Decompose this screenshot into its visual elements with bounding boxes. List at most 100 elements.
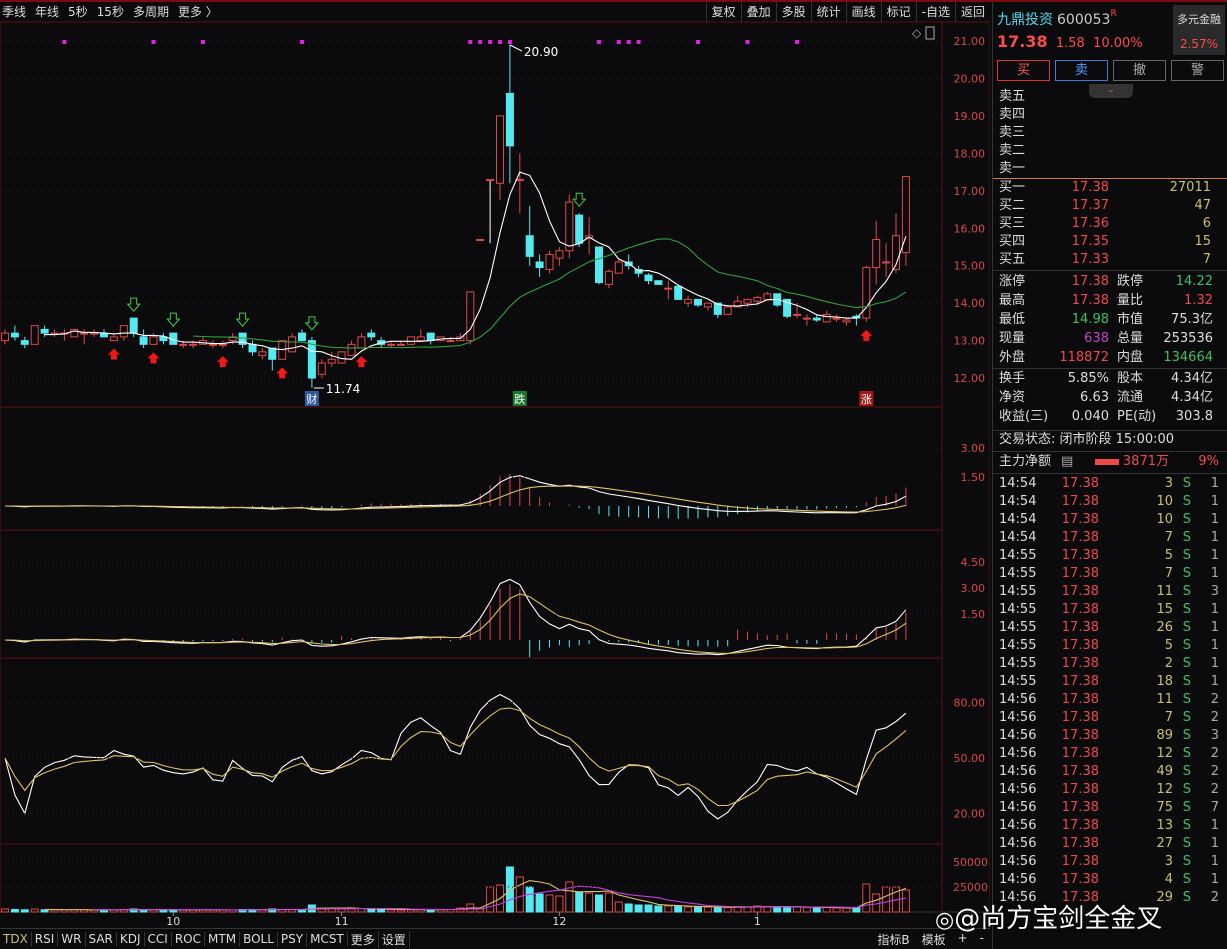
tick-volume: 12: [1156, 782, 1173, 797]
stock-header: 九鼎投资 600053R: [993, 2, 1227, 32]
period-tab[interactable]: 多周期: [132, 5, 169, 19]
tick-count: 2: [1210, 692, 1219, 707]
bid-row: 买四 17.35 15: [999, 233, 1221, 251]
volume-bar: [1, 908, 9, 913]
tick-row: 14:55 17.38 2 S 1: [999, 655, 1221, 673]
toolbar-button[interactable]: 返回: [954, 1, 990, 22]
bottom-button[interactable]: -: [979, 930, 984, 945]
trade-status: 交易状态: 闭市阶段 15:00:00: [999, 431, 1221, 449]
kline-chart[interactable]: 21.00 20.00 19.00 18.00 17.00 16.00 15.00 14.00…: [0, 22, 990, 928]
volume-tick: 25000: [953, 881, 988, 894]
stat-row: 涨停 17.38 跌停 14.22: [999, 273, 1221, 291]
chevron-down-icon: ⌄: [1107, 85, 1115, 95]
sector-box[interactable]: 多元金融 2.57%: [1173, 5, 1225, 55]
stat-label: 现量: [999, 331, 1026, 346]
indicator-tab[interactable]: TDX: [0, 932, 32, 946]
tick-price: 17.38: [1061, 656, 1099, 671]
indicator-tab[interactable]: CCI: [145, 932, 172, 946]
vol-ma10: [94, 885, 906, 911]
indicator-tab[interactable]: KDJ: [117, 932, 145, 946]
chart-toolbar: 季线 年线 5秒 15秒 多周期 更多 〉 复权 叠加 多股 统计 画线 标记 -自选 返回: [0, 1, 990, 22]
ask-row: 卖四: [999, 106, 1221, 124]
indicator-tab[interactable]: BOLL: [240, 932, 278, 946]
indicator-tab[interactable]: WR: [58, 932, 86, 946]
stat-label: 最低: [999, 312, 1026, 327]
tick-side: S: [1182, 494, 1191, 509]
tick-row: 14:56 17.38 12 S 2: [999, 745, 1221, 763]
cancel-button[interactable]: 撤: [1113, 60, 1166, 81]
tick-price: 17.38: [1061, 800, 1099, 815]
indicator-tab[interactable]: MCST: [307, 932, 348, 946]
list-icon[interactable]: ▤: [1061, 454, 1074, 469]
bid-price: 17.38: [1071, 180, 1109, 195]
candle-body: [40, 328, 49, 334]
bid-price: 17.37: [1071, 198, 1109, 213]
volume-bar: [20, 909, 29, 913]
tick-price: 17.38: [1061, 692, 1099, 707]
buy-button[interactable]: 买: [997, 60, 1050, 81]
volume-bar: [694, 906, 702, 913]
tick-time: 14:55: [999, 584, 1037, 599]
low-label: 11.74: [326, 382, 360, 396]
tick-row: 14:56 17.38 29 S 2: [999, 889, 1221, 907]
candle-body: [426, 332, 435, 342]
indicator-tab[interactable]: 设置: [379, 930, 410, 948]
collapse-toggle[interactable]: ⌄: [1089, 84, 1133, 98]
diamond-icon: ◇: [912, 26, 922, 40]
period-tab[interactable]: 更多 〉: [177, 5, 218, 19]
price-tick: 15.00: [954, 260, 986, 273]
tick-price: 17.38: [1061, 566, 1099, 581]
period-tab[interactable]: 年线: [35, 5, 60, 19]
volume-bar: [456, 907, 465, 913]
tick-count: 2: [1210, 782, 1219, 797]
candle-body: [218, 343, 227, 346]
stock-name[interactable]: 九鼎投资 600053R: [997, 9, 1117, 28]
divider: [993, 178, 1227, 179]
candle-body: [119, 325, 128, 338]
indicator-tab[interactable]: MTM: [205, 932, 241, 946]
indicator-tab[interactable]: SAR: [86, 932, 117, 946]
tick-price: 17.38: [1061, 530, 1099, 545]
event-tag: [512, 391, 527, 406]
period-tab[interactable]: 5秒: [68, 5, 88, 19]
panel-frame: [0, 22, 943, 408]
toolbar-button[interactable]: 统计: [810, 1, 846, 22]
tick-row: 14:56 17.38 89 S 3: [999, 727, 1221, 745]
toolbar-button[interactable]: 叠加: [740, 1, 776, 22]
toolbar-button[interactable]: 多股: [775, 1, 811, 22]
osc-tick: 20.00: [954, 808, 986, 821]
toolbar-button[interactable]: 画线: [845, 1, 881, 22]
toolbar-button[interactable]: 复权: [705, 1, 741, 22]
signal-dot: [488, 40, 493, 44]
scroll-handle[interactable]: [925, 26, 935, 40]
indicator-tab[interactable]: PSY: [278, 932, 308, 946]
bottom-button[interactable]: 模板: [921, 932, 946, 947]
period-tab[interactable]: 15秒: [96, 5, 124, 19]
candle-body: [416, 336, 425, 342]
sell-button[interactable]: 卖: [1055, 60, 1108, 81]
stat-value: 303.8: [1175, 409, 1213, 424]
price-tick: 14.00: [954, 297, 986, 310]
tick-time: 14:55: [999, 602, 1037, 617]
indicator-tab[interactable]: RSI: [32, 932, 59, 946]
divider: [993, 270, 1227, 271]
tick-price: 17.38: [1061, 854, 1099, 869]
candle-body: [822, 313, 831, 323]
toolbar-button[interactable]: -自选: [915, 1, 955, 22]
bid-volume: 47: [1194, 198, 1211, 213]
sell-arrow-icon: [572, 192, 587, 208]
toolbar-button[interactable]: 标记: [880, 1, 916, 22]
volume-bar: [793, 906, 801, 913]
period-tab[interactable]: 季线: [2, 5, 27, 19]
bottom-button[interactable]: 指标B: [877, 932, 910, 947]
alert-button[interactable]: 警: [1171, 60, 1224, 81]
signal-dot: [626, 40, 631, 44]
indicator-tab[interactable]: 更多: [348, 930, 379, 948]
tick-count: 1: [1210, 530, 1219, 545]
panel3-tick: 4.50: [961, 556, 986, 569]
bottom-button[interactable]: +: [957, 930, 968, 945]
tick-price: 17.38: [1061, 476, 1099, 491]
candle-body: [694, 298, 702, 306]
bid-volume: 6: [1202, 216, 1211, 231]
indicator-tab[interactable]: ROC: [172, 932, 206, 946]
